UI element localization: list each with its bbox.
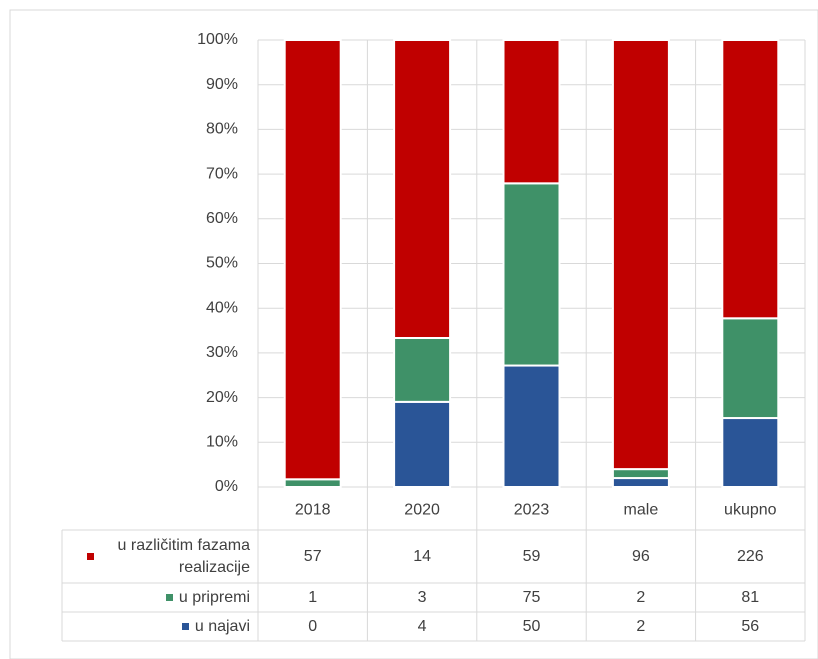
y-tick-label: 40% [206, 299, 238, 316]
bar-segment [393, 39, 452, 339]
table-value: 2 [636, 617, 646, 635]
legend-label: u različitim fazama realizacije [117, 536, 250, 576]
bar-segment [502, 182, 561, 367]
table-value: 1 [308, 588, 318, 606]
table-value: 59 [522, 547, 541, 565]
legend-label: u najavi [194, 617, 250, 635]
y-tick-label: 90% [206, 76, 238, 93]
x-tick-label: 2023 [514, 502, 550, 519]
legend-entry: u pripremi [62, 583, 258, 612]
legend-key [165, 594, 173, 601]
y-tick-label: 0% [215, 478, 238, 495]
y-tick-label: 100% [197, 31, 238, 48]
x-tick-label: male [624, 502, 659, 519]
y-tick-label: 50% [206, 255, 238, 272]
table-value: 96 [631, 547, 650, 565]
legend-label: u pripremi [178, 588, 250, 606]
x-tick-label: 2020 [404, 502, 440, 519]
table-value: 81 [741, 588, 760, 606]
frame [9, 9, 818, 659]
bar-segment [721, 317, 780, 420]
table-value: 3 [417, 588, 427, 606]
y-tick-label: 20% [206, 389, 238, 406]
bar-segment [611, 477, 670, 488]
bar-segment [502, 364, 561, 489]
table-value: 50 [522, 617, 541, 635]
x-tick-label: 2018 [295, 502, 331, 519]
legend-key [87, 553, 94, 560]
table-value: 226 [736, 547, 764, 565]
bar-segment [721, 417, 780, 488]
table-value: 56 [741, 617, 760, 635]
x-tick-label: ukupno [724, 502, 777, 519]
table-value: 4 [417, 617, 427, 635]
legend-entry: u najavi [62, 612, 258, 641]
y-tick-label: 70% [206, 165, 238, 182]
legend-entry: u različitim fazama realizacije [62, 530, 258, 583]
table-value: 14 [413, 547, 431, 565]
bar-segment [502, 39, 561, 185]
bar-segment [721, 39, 780, 320]
table-value: 0 [308, 617, 318, 635]
bar-segment [283, 39, 342, 481]
y-tick-label: 60% [206, 210, 238, 227]
table-value: 2 [636, 588, 646, 606]
bar-segment [393, 337, 452, 403]
bar-segment [393, 400, 452, 489]
table-value: 75 [522, 588, 541, 606]
y-tick-label: 30% [206, 344, 238, 361]
legend-key [181, 623, 189, 630]
bar-segment [611, 39, 670, 471]
table-value: 57 [303, 547, 322, 565]
bar-segment [611, 468, 670, 480]
bar-segment [283, 478, 342, 488]
y-tick-label: 80% [206, 121, 238, 138]
y-tick-label: 10% [206, 434, 238, 451]
